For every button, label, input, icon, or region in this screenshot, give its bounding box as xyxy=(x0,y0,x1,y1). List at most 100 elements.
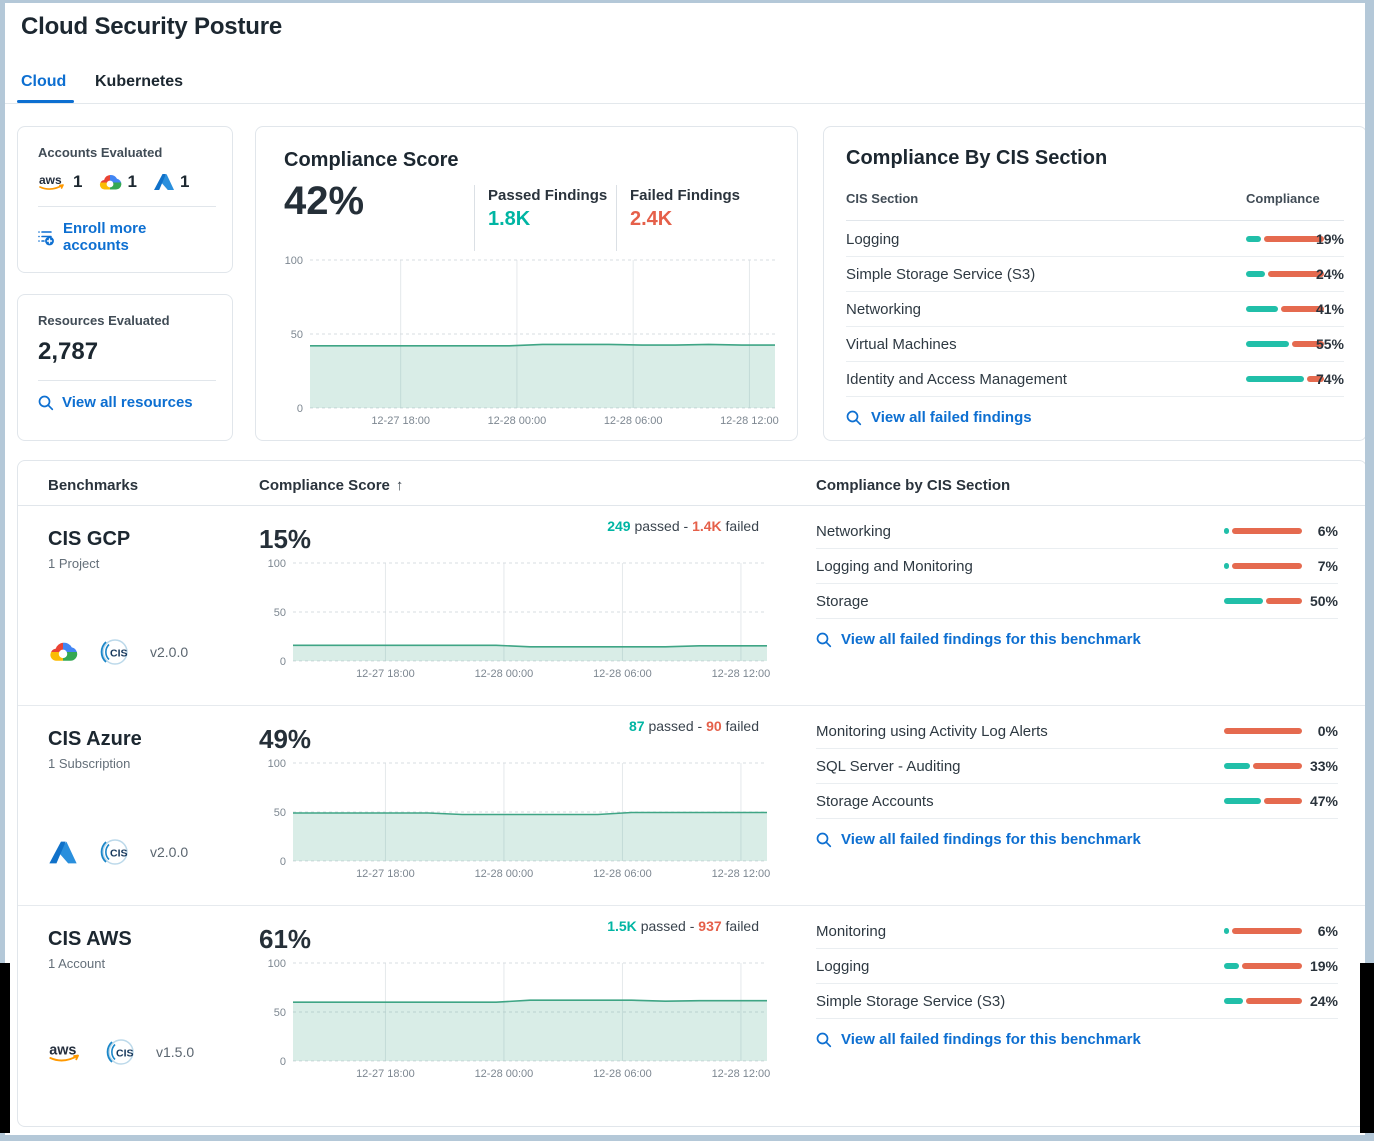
svg-text:12-28 12:00: 12-28 12:00 xyxy=(712,668,771,680)
tab-kubernetes[interactable]: Kubernetes xyxy=(95,73,184,90)
benchmarks-table-header: Benchmarks Compliance Score ↑ Compliance… xyxy=(18,461,1365,506)
svg-text:12-28 00:00: 12-28 00:00 xyxy=(475,868,534,880)
divider xyxy=(38,206,216,207)
col-compliance-by-cis-section: Compliance by CIS Section xyxy=(816,477,1011,494)
svg-text:12-28 00:00: 12-28 00:00 xyxy=(475,1068,534,1080)
view-all-resources-link[interactable]: View all resources xyxy=(38,394,216,411)
compliance-bar xyxy=(1224,798,1302,804)
cis-logo-icon: CIS xyxy=(100,839,128,865)
compliance-bar xyxy=(1224,563,1302,569)
benchmark-section-row[interactable]: SQL Server - Auditing 33% xyxy=(816,749,1338,784)
benchmark-section-row[interactable]: Simple Storage Service (S3) 24% xyxy=(816,984,1338,1019)
compliance-bar xyxy=(1224,728,1302,734)
divider xyxy=(38,380,216,381)
enroll-more-accounts-link[interactable]: Enroll more accounts xyxy=(38,220,216,254)
sort-ascending-icon: ↑ xyxy=(395,477,404,494)
svg-text:aws: aws xyxy=(49,1042,76,1058)
divider xyxy=(474,185,475,251)
passed-failed-summary: 249 passed - 1.4K failed xyxy=(607,518,759,534)
svg-text:50: 50 xyxy=(274,1007,286,1019)
svg-text:0: 0 xyxy=(280,656,286,668)
compliance-by-cis-section-card: Compliance By CIS Section CIS Section Co… xyxy=(823,126,1365,441)
cis-aws-score-chart[interactable]: 12-27 18:00 12-28 00:00 12-28 06:00 12-28 1… xyxy=(259,958,773,1083)
benchmark-section-row[interactable]: Networking 6% xyxy=(816,514,1338,549)
svg-text:aws: aws xyxy=(39,173,62,187)
gcp-logo-icon xyxy=(100,174,122,189)
benchmark-section-row[interactable]: Storage Accounts 47% xyxy=(816,784,1338,819)
compliance-bar xyxy=(1246,341,1324,347)
cis-logo-icon: CIS xyxy=(106,1039,134,1065)
passed-failed-summary: 1.5K passed - 937 failed xyxy=(607,918,759,934)
svg-text:CIS: CIS xyxy=(116,1048,134,1060)
page-title: Cloud Security Posture xyxy=(21,13,282,40)
benchmarks-table-card: Benchmarks Compliance Score ↑ Compliance… xyxy=(17,460,1365,1127)
cis-logo-icon: CIS xyxy=(100,639,128,665)
benchmark-row-cis-gcp[interactable]: CIS GCP 1 Project xyxy=(18,506,1365,706)
resources-count: 2,787 xyxy=(38,338,99,365)
enroll-list-plus-icon xyxy=(38,230,54,245)
benchmark-section-row[interactable]: Monitoring using Activity Log Alerts 0% xyxy=(816,714,1338,749)
compliance-bar xyxy=(1246,271,1324,277)
azure-account-count: 1 xyxy=(153,172,189,192)
search-icon xyxy=(846,410,862,425)
screenshot-black-edge-right xyxy=(1360,963,1374,1133)
svg-text:12-27 18:00: 12-27 18:00 xyxy=(356,868,415,880)
svg-text:50: 50 xyxy=(274,607,286,619)
aws-account-count: aws 1 xyxy=(39,172,83,191)
tab-cloud[interactable]: Cloud xyxy=(16,73,75,103)
search-icon xyxy=(816,1032,832,1047)
compliance-bar xyxy=(1224,528,1302,534)
col-benchmarks: Benchmarks xyxy=(48,477,139,494)
svg-text:50: 50 xyxy=(274,807,286,819)
compliance-bar xyxy=(1224,928,1302,934)
cis-section-row[interactable]: Virtual Machines 55% xyxy=(846,327,1344,362)
svg-text:12-28 06:00: 12-28 06:00 xyxy=(593,1068,652,1080)
cis-section-row[interactable]: Logging 19% xyxy=(846,222,1344,257)
cis-gcp-score-chart[interactable]: 12-27 18:00 12-28 00:00 12-28 06:00 12-28 1… xyxy=(259,558,773,683)
gcp-account-count: 1 xyxy=(98,172,137,192)
svg-text:12-27 18:00: 12-27 18:00 xyxy=(371,415,430,427)
view-failed-findings-benchmark-link[interactable]: View all failed findings for this benchm… xyxy=(816,1031,1338,1048)
benchmark-section-row[interactable]: Monitoring 6% xyxy=(816,914,1338,949)
compliance-bar xyxy=(1224,763,1302,769)
view-failed-findings-benchmark-link[interactable]: View all failed findings for this benchm… xyxy=(816,631,1338,648)
benchmark-row-cis-aws[interactable]: CIS AWS 1 Account aws CIS v1.5.0 61% xyxy=(18,906,1365,1106)
svg-text:12-28 06:00: 12-28 06:00 xyxy=(604,415,663,427)
cis-section-row[interactable]: Simple Storage Service (S3) 24% xyxy=(846,257,1344,292)
col-compliance-score-sort[interactable]: Compliance Score ↑ xyxy=(259,477,404,494)
cis-table-header: CIS Section Compliance xyxy=(846,191,1344,221)
compliance-bar xyxy=(1224,963,1302,969)
svg-text:12-27 18:00: 12-27 18:00 xyxy=(356,668,415,680)
resources-card-title: Resources Evaluated xyxy=(38,313,170,328)
svg-text:0: 0 xyxy=(297,403,303,415)
svg-text:12-28 00:00: 12-28 00:00 xyxy=(488,415,547,427)
compliance-bar xyxy=(1224,598,1302,604)
search-icon xyxy=(816,632,832,647)
benchmark-section-row[interactable]: Logging and Monitoring 7% xyxy=(816,549,1338,584)
cis-section-row[interactable]: Identity and Access Management 74% xyxy=(846,362,1344,397)
failed-findings-value: 2.4K xyxy=(630,208,673,230)
view-failed-findings-benchmark-link[interactable]: View all failed findings for this benchm… xyxy=(816,831,1338,848)
cis-azure-score-chart[interactable]: 12-27 18:00 12-28 00:00 12-28 06:00 12-28 1… xyxy=(259,758,773,883)
azure-logo-icon xyxy=(153,174,174,190)
search-icon xyxy=(38,395,54,410)
gcp-logo-icon xyxy=(50,642,78,661)
compliance-score-title: Compliance Score xyxy=(284,149,459,171)
benchmark-row-cis-azure[interactable]: CIS Azure 1 Subscription CIS v2.0.0 xyxy=(18,706,1365,906)
tabs-divider xyxy=(5,103,1365,104)
compliance-bar xyxy=(1246,306,1324,312)
svg-text:100: 100 xyxy=(268,758,286,770)
azure-logo-icon xyxy=(49,841,77,863)
benchmark-section-row[interactable]: Storage 50% xyxy=(816,584,1338,619)
svg-text:50: 50 xyxy=(291,329,303,341)
svg-text:CIS: CIS xyxy=(110,648,128,660)
cis-section-row[interactable]: Networking 41% xyxy=(846,292,1344,327)
svg-text:100: 100 xyxy=(268,958,286,970)
svg-text:100: 100 xyxy=(268,558,286,570)
compliance-bar xyxy=(1224,998,1302,1004)
view-all-failed-findings-link[interactable]: View all failed findings xyxy=(846,409,1344,426)
svg-text:0: 0 xyxy=(280,1056,286,1068)
compliance-score-chart[interactable]: 12-27 18:00 12-28 00:00 12-28 06:00 12-28 1… xyxy=(276,255,781,430)
benchmark-section-row[interactable]: Logging 19% xyxy=(816,949,1338,984)
